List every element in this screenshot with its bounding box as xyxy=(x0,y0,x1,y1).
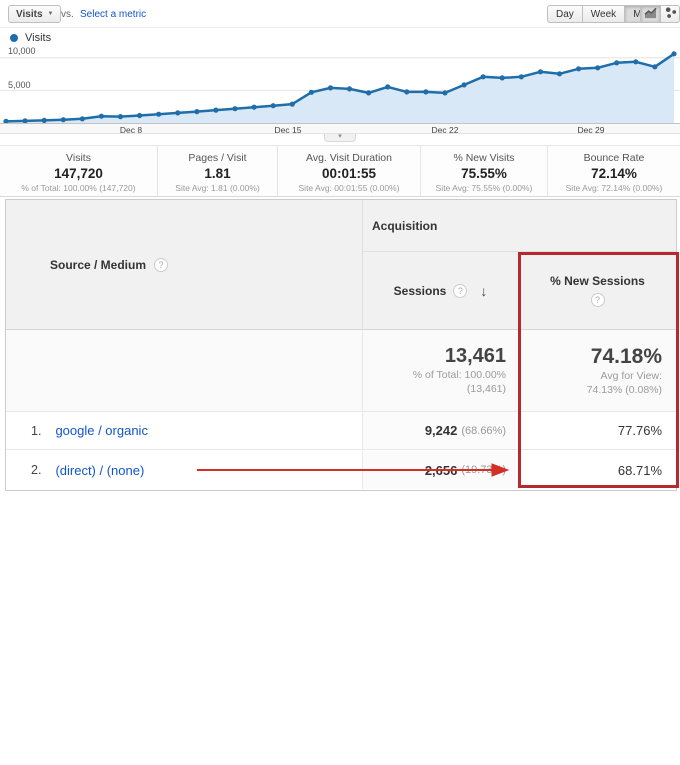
metric-subtitle: Site Avg: 75.55% (0.00%) xyxy=(435,182,533,193)
visits-chart xyxy=(0,48,680,124)
toolbar: Visits ▼ vs. Select a metric Day Week Mo… xyxy=(0,0,680,28)
group-header-label: Acquisition xyxy=(372,218,438,233)
column-header-source-medium[interactable]: Source / Medium ? xyxy=(6,200,363,330)
totals-new-sessions-value: 74.18% xyxy=(590,344,662,368)
metric-avg-visit-duration: Avg. Visit Duration 00:01:55 Site Avg: 0… xyxy=(277,146,420,196)
metric-subtitle: Site Avg: 72.14% (0.00%) xyxy=(565,182,663,193)
table-row: 2. (direct) / (none) xyxy=(6,451,363,489)
line-chart-icon xyxy=(644,6,657,22)
new-sessions-cell: 68.71% xyxy=(519,451,676,489)
metric-label: % New Visits xyxy=(453,151,515,164)
x-axis-label: Dec 29 xyxy=(577,125,605,135)
totals-row-dimension-cell xyxy=(6,330,363,412)
line-chart-view-button[interactable] xyxy=(640,5,660,23)
new-sessions-value: 68.71% xyxy=(617,462,662,478)
sessions-percent: (19.73%) xyxy=(461,464,506,476)
metric-subtitle: Site Avg: 1.81 (0.00%) xyxy=(175,182,260,193)
x-axis-label: Dec 15 xyxy=(274,125,302,135)
chevron-down-icon: ▾ xyxy=(338,133,342,140)
metric-visits: Visits 147,720 % of Total: 100.00% (147,… xyxy=(0,146,157,196)
totals-new-sessions-subtitle: 74.13% (0.08%) xyxy=(586,383,662,396)
metric-value: 147,720 xyxy=(54,165,103,181)
sessions-value: 2,656 xyxy=(424,462,458,478)
totals-sessions-cell: 13,461 % of Total: 100.00% (13,461) xyxy=(363,330,519,412)
metric-subtitle: Site Avg: 00:01:55 (0.00%) xyxy=(298,182,400,193)
vs-label: vs. xyxy=(61,9,74,20)
column-header-label: % New Sessions xyxy=(550,274,645,288)
source-medium-link[interactable]: (direct) / (none) xyxy=(55,462,145,478)
chevron-down-icon: ▼ xyxy=(47,11,54,17)
totals-sessions-value: 13,461 xyxy=(444,345,506,367)
metric-label: Pages / Visit xyxy=(188,151,247,164)
metric-label: Bounce Rate xyxy=(583,151,645,164)
help-icon[interactable]: ? xyxy=(453,283,468,298)
metric-label: Visits xyxy=(66,151,91,164)
metric-label: Avg. Visit Duration xyxy=(306,151,392,164)
legend-label: Visits xyxy=(25,32,52,44)
metric-selector-label: Visits xyxy=(16,8,43,20)
metric-pct-new-visits: % New Visits 75.55% Site Avg: 75.55% (0.… xyxy=(420,146,547,196)
y-axis-label-5000: 5,000 xyxy=(8,80,31,90)
scorecard-metrics: Visits 147,720 % of Total: 100.00% (147,… xyxy=(0,145,680,197)
help-icon[interactable]: ? xyxy=(590,293,605,307)
metric-bounce-rate: Bounce Rate 72.14% Site Avg: 72.14% (0.0… xyxy=(547,146,680,196)
new-sessions-value: 77.76% xyxy=(617,423,662,438)
motion-chart-view-button[interactable] xyxy=(660,5,680,23)
column-header-sessions[interactable]: Sessions ? ↓ xyxy=(363,252,519,330)
select-metric-link[interactable]: Select a metric xyxy=(80,9,147,20)
row-rank: 1. xyxy=(31,423,42,438)
column-header-label: Sessions xyxy=(393,283,447,298)
source-medium-link[interactable]: google / organic xyxy=(55,423,148,438)
sessions-percent: (68.66%) xyxy=(461,424,506,437)
x-axis: Dec 8 Dec 15 Dec 22 Dec 29 xyxy=(0,123,680,135)
column-header-label: Source / Medium xyxy=(50,257,147,272)
x-axis-label: Dec 8 xyxy=(119,125,143,135)
sessions-value: 9,242 xyxy=(424,423,458,438)
motion-chart-icon xyxy=(664,6,677,22)
sessions-cell: 2,656 (19.73%) xyxy=(363,451,519,489)
x-axis-label: Dec 22 xyxy=(431,125,459,135)
sessions-cell: 9,242 (68.66%) xyxy=(363,412,519,450)
metric-value: 72.14% xyxy=(591,165,637,181)
week-button[interactable]: Week xyxy=(581,5,625,23)
metric-pages-per-visit: Pages / Visit 1.81 Site Avg: 1.81 (0.00%… xyxy=(157,146,277,196)
column-header-new-sessions[interactable]: % New Sessions ? xyxy=(519,252,676,330)
series-color-dot-icon xyxy=(10,34,18,42)
acquisition-table: Source / Medium ? Acquisition Sessions ?… xyxy=(5,199,677,491)
metric-value: 00:01:55 xyxy=(321,165,377,181)
metric-value: 1.81 xyxy=(204,165,231,181)
help-icon[interactable]: ? xyxy=(154,257,169,272)
totals-new-sessions-subtitle: Avg for View: xyxy=(600,369,662,382)
totals-sessions-subtitle: % of Total: 100.00% xyxy=(412,369,506,381)
metric-value: 75.55% xyxy=(461,165,507,181)
new-sessions-cell: 77.76% xyxy=(519,412,676,450)
metric-subtitle: % of Total: 100.00% (147,720) xyxy=(21,182,136,193)
group-header-acquisition: Acquisition xyxy=(363,200,676,252)
chart-collapse-handle[interactable]: ▾ xyxy=(324,133,356,142)
totals-new-sessions-cell: 74.18% Avg for View: 74.13% (0.08%) xyxy=(519,330,676,412)
chart-view-buttons xyxy=(640,5,680,23)
totals-sessions-subtitle: (13,461) xyxy=(466,383,506,395)
metric-selector-dropdown[interactable]: Visits ▼ xyxy=(8,5,62,23)
row-rank: 2. xyxy=(31,463,42,477)
chart-legend: Visits xyxy=(10,32,51,44)
sort-desc-icon: ↓ xyxy=(480,282,488,299)
day-button[interactable]: Day xyxy=(547,5,582,23)
y-axis-label-10000: 10,000 xyxy=(8,46,36,56)
table-row: 1. google / organic xyxy=(6,412,363,450)
